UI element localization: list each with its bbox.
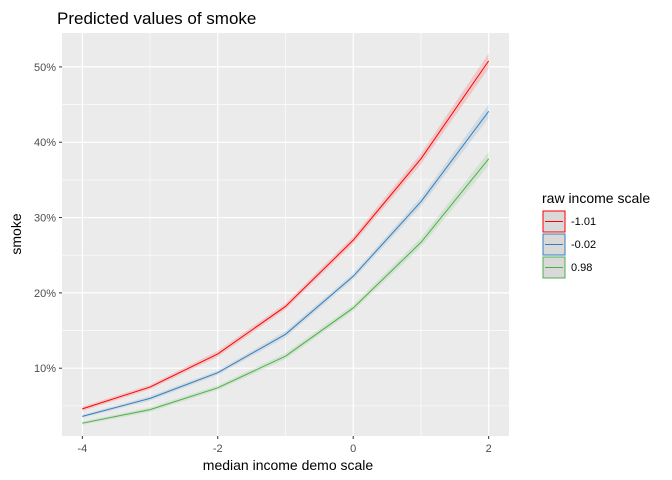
y-tick-label: 40% xyxy=(34,137,56,149)
x-tick-label: 2 xyxy=(486,443,492,455)
x-axis-title: median income demo scale xyxy=(203,457,374,473)
x-axis-ticks: -4 -2 0 2 xyxy=(77,436,492,455)
x-tick-label: -4 xyxy=(77,443,87,455)
y-tick-label: 10% xyxy=(34,363,56,375)
grid xyxy=(62,33,509,436)
chart-title: Predicted values of smoke xyxy=(57,9,256,28)
series-line-2 xyxy=(82,158,490,424)
y-axis-title: smoke xyxy=(8,213,24,254)
y-tick-label: 50% xyxy=(34,62,56,74)
legend-title: raw income scale xyxy=(542,190,650,206)
y-tick-label: 20% xyxy=(34,288,56,300)
series-line-1 xyxy=(82,111,490,417)
series-lines xyxy=(82,60,490,424)
x-tick-label: 0 xyxy=(350,443,356,455)
series-line-0 xyxy=(82,60,490,410)
legend-label-1: -0.02 xyxy=(571,239,596,251)
y-tick-label: 30% xyxy=(34,213,56,225)
legend-label-0: -1.01 xyxy=(571,216,596,228)
y-axis-ticks: 10% 20% 30% 40% 50% xyxy=(34,62,62,375)
x-tick-label: -2 xyxy=(213,443,223,455)
legend: raw income scale -1.01 -0.02 0.98 xyxy=(542,190,650,279)
legend-label-2: 0.98 xyxy=(571,262,592,274)
